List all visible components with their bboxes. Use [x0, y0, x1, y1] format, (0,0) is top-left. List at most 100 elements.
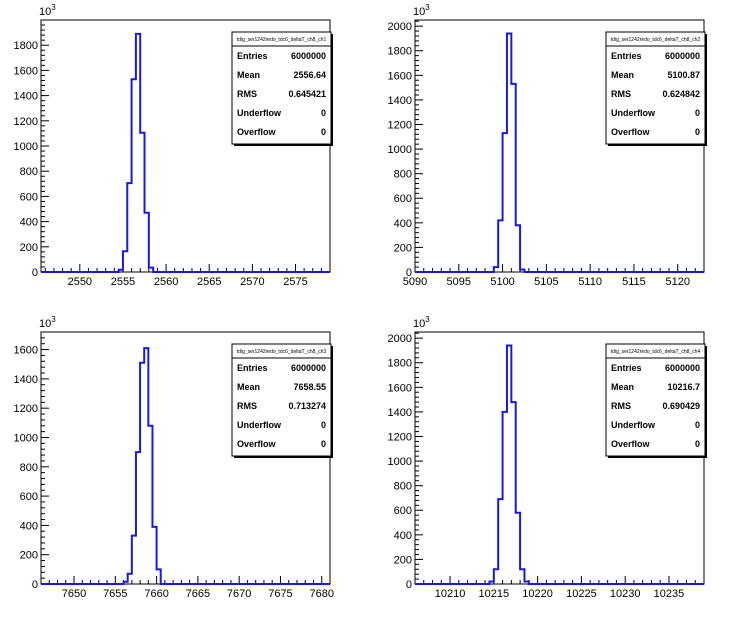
stats-label: Underflow	[611, 108, 656, 118]
y-tick-label: 1000	[388, 144, 412, 156]
stats-value: 6000000	[665, 51, 700, 61]
x-tick-label: 7670	[227, 588, 251, 600]
stats-label: Entries	[237, 51, 268, 61]
stats-label: Underflow	[237, 108, 282, 118]
stats-value: 0.624842	[662, 89, 700, 99]
stats-value: 0.645421	[288, 89, 326, 99]
y-tick-label: 1200	[388, 119, 412, 131]
x-tick-label: 10235	[654, 588, 685, 600]
stats-label: Mean	[237, 70, 260, 80]
x-tick-label: 7655	[103, 588, 127, 600]
y-tick-label: 0	[406, 579, 412, 591]
x-tick-label: 10230	[610, 588, 641, 600]
pad-ch2: 5090 5095 5100 5105 5110 5115 5120 0 200 400 600 80…	[388, 3, 707, 288]
y-tick-label: 0	[406, 267, 412, 279]
stats-label: Overflow	[237, 127, 277, 137]
y-tick-label: 1000	[14, 432, 38, 444]
stats-value: 7658.55	[293, 382, 326, 392]
x-tick-label: 5115	[622, 276, 646, 288]
x-tick-label: 10225	[566, 588, 597, 600]
y-tick-label: 0	[32, 579, 38, 591]
stats-label: Overflow	[611, 127, 651, 137]
histogram-series	[415, 344, 704, 585]
pad-ch4: 10210 10215 10220 10225 10230 10235 0 200 400 600…	[388, 315, 707, 600]
y-tick-label: 800	[394, 169, 412, 181]
x-tick-label: 10210	[435, 588, 466, 600]
x-tick-label: 7665	[186, 588, 210, 600]
y-tick-label: 200	[394, 242, 412, 254]
y-tick-label: 1400	[14, 91, 38, 103]
y-tick-label: 1600	[14, 345, 38, 357]
y-tick-label: 2000	[388, 21, 412, 33]
y-multiplier-label: 103	[413, 3, 430, 18]
x-tick-label: 2560	[154, 276, 178, 288]
y-tick-label: 800	[394, 481, 412, 493]
stats-value: 2556.64	[293, 70, 326, 80]
stats-value: 0.713274	[288, 401, 326, 411]
stats-label: Entries	[237, 363, 268, 373]
stats-value: 0	[321, 439, 326, 449]
stats-value: 6000000	[291, 363, 326, 373]
x-tick-label: 7675	[268, 588, 292, 600]
stats-value: 0	[321, 127, 326, 137]
stats-value: 0	[695, 420, 700, 430]
stats-value: 6000000	[291, 51, 326, 61]
stats-value: 5100.87	[667, 70, 700, 80]
stats-label: Underflow	[237, 420, 282, 430]
stats-box	[605, 31, 706, 145]
y-tick-label: 2000	[388, 333, 412, 345]
stats-label: Underflow	[611, 420, 656, 430]
stats-label: Entries	[611, 363, 642, 373]
stats-box	[231, 31, 332, 145]
x-tick-label: 2570	[240, 276, 264, 288]
y-multiplier-label: 103	[39, 3, 56, 18]
y-tick-label: 1000	[14, 141, 38, 153]
x-tick-label: 5120	[665, 276, 689, 288]
x-tick-label: 5110	[578, 276, 602, 288]
y-tick-label: 1200	[14, 403, 38, 415]
y-tick-label: 0	[32, 267, 38, 279]
stats-value: 0.690429	[662, 401, 700, 411]
y-tick-label: 600	[394, 193, 412, 205]
stats-value: 0	[321, 108, 326, 118]
y-tick-label: 1600	[388, 70, 412, 82]
x-tick-label: 10220	[522, 588, 553, 600]
histogram-title: tdig_ser1242redo_tdc6_deltaT_ch8_ch3	[237, 349, 327, 355]
y-tick-label: 400	[20, 520, 38, 532]
histogram-title: tdig_ser1242redo_tdc6_deltaT_ch8_ch4	[611, 349, 701, 355]
y-tick-label: 1400	[388, 407, 412, 419]
y-tick-label: 200	[20, 550, 38, 562]
stats-label: Overflow	[611, 439, 651, 449]
histogram-title: tdig_ser1242redo_tdc6_deltaT_ch8_ch1	[237, 37, 327, 43]
x-tick-label: 5105	[534, 276, 558, 288]
histogram-series	[41, 347, 330, 585]
y-tick-label: 1800	[388, 46, 412, 58]
stats-value: 0	[321, 420, 326, 430]
stats-box	[605, 343, 706, 457]
stats-label: Overflow	[237, 439, 277, 449]
stats-label: Mean	[611, 70, 634, 80]
stats-label: Mean	[611, 382, 634, 392]
y-tick-label: 800	[20, 462, 38, 474]
y-tick-label: 1400	[388, 95, 412, 107]
y-multiplier-label: 103	[39, 315, 56, 330]
y-tick-label: 200	[394, 554, 412, 566]
x-tick-label: 2555	[111, 276, 135, 288]
x-tick-label: 7660	[144, 588, 168, 600]
x-tick-label: 5100	[490, 276, 514, 288]
y-tick-label: 600	[394, 505, 412, 517]
pad-ch1: 2550 2555 2560 2565 2570 2575 0 200 400 600 800 100…	[14, 3, 333, 288]
stats-value: 0	[695, 439, 700, 449]
x-tick-label: 7650	[62, 588, 86, 600]
stats-label: RMS	[611, 89, 631, 99]
x-tick-label: 7680	[310, 588, 334, 600]
x-tick-label: 5090	[403, 276, 427, 288]
y-tick-label: 200	[20, 242, 38, 254]
stats-value: 6000000	[665, 363, 700, 373]
y-tick-label: 400	[20, 217, 38, 229]
stats-label: Entries	[611, 51, 642, 61]
y-tick-label: 600	[20, 491, 38, 503]
stats-value: 10216.7	[667, 382, 700, 392]
